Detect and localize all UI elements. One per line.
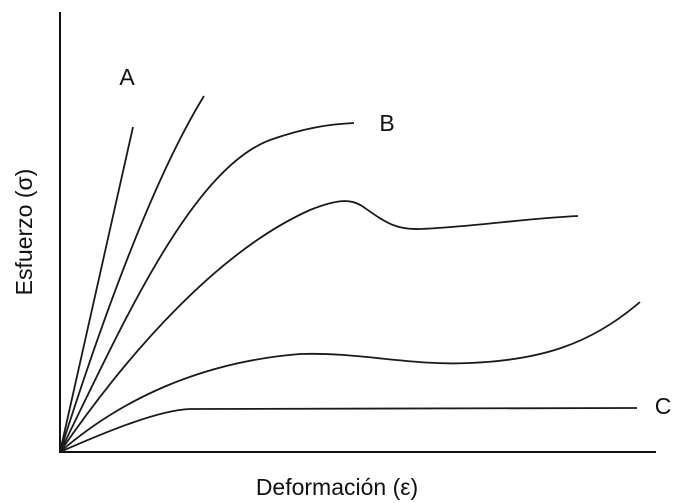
curve-label: B [379,110,394,136]
curve-label: C [655,393,672,419]
curve-b [59,122,355,453]
curve-label: A [119,64,135,90]
x-axis-label: Deformación (ε) [256,474,418,500]
curve-2 [59,95,205,453]
curve-5 [59,301,641,453]
curve-c [59,407,638,453]
curve-a [59,126,134,453]
y-axis-label: Esfuerzo (σ) [11,169,37,296]
curve-4 [59,200,579,453]
